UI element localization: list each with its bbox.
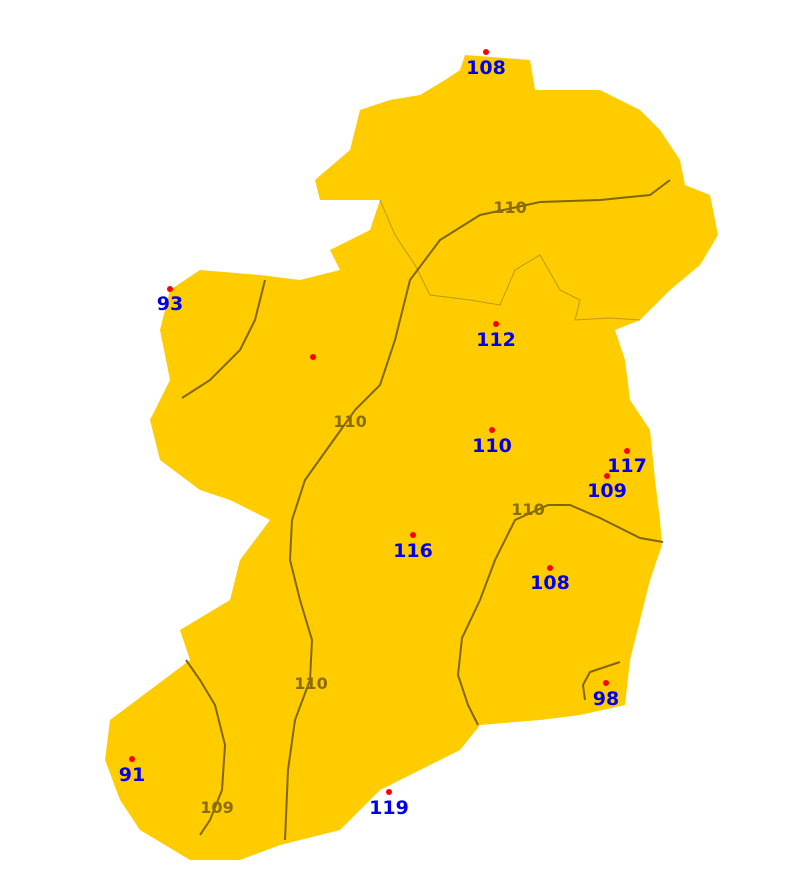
station-value: 108	[466, 57, 506, 79]
station-value: 108	[530, 572, 570, 594]
station-dot	[493, 321, 499, 327]
station-value: 93	[157, 293, 183, 315]
station: 119	[369, 789, 409, 819]
contour-110-west	[181, 279, 266, 399]
station-value: 98	[593, 688, 619, 710]
station-dot	[310, 354, 316, 360]
contour-label: 110	[333, 412, 366, 431]
station: 108	[530, 565, 570, 594]
station-dot	[489, 427, 495, 433]
station-value: 112	[476, 329, 516, 351]
station-dot	[410, 532, 416, 538]
contour-label: 110	[511, 500, 544, 519]
border-line	[379, 199, 641, 321]
station: 112	[476, 321, 516, 351]
station-value: 119	[369, 797, 409, 819]
contour-110-east	[456, 504, 664, 726]
ireland-landmass	[105, 55, 718, 860]
station-dot	[624, 448, 630, 454]
contour-label: 109	[200, 798, 233, 817]
station-value: 109	[587, 480, 627, 502]
station: 98	[593, 680, 619, 710]
contour-southeast	[581, 661, 621, 701]
station-value: 91	[119, 764, 145, 786]
station-dot	[386, 789, 392, 795]
station: 117	[607, 448, 647, 477]
station-dot	[603, 680, 609, 686]
contour-label: 110	[493, 198, 526, 217]
station: 108	[466, 49, 506, 79]
contour-label: 110	[294, 674, 327, 693]
station: 93	[157, 286, 183, 315]
station-dot	[547, 565, 553, 571]
station-value: 110	[472, 435, 512, 457]
station: 116	[393, 532, 433, 562]
contour-110-main	[284, 179, 671, 841]
station: 110	[472, 427, 512, 457]
station	[310, 354, 316, 360]
station-dot	[483, 49, 489, 55]
station-value: 116	[393, 540, 433, 562]
station-value: 117	[607, 455, 647, 477]
contour-109-southwest	[185, 659, 227, 836]
station-dot	[167, 286, 173, 292]
station: 109	[587, 473, 627, 502]
station-dot	[129, 756, 135, 762]
station-dot	[604, 473, 610, 479]
station: 91	[119, 756, 145, 786]
